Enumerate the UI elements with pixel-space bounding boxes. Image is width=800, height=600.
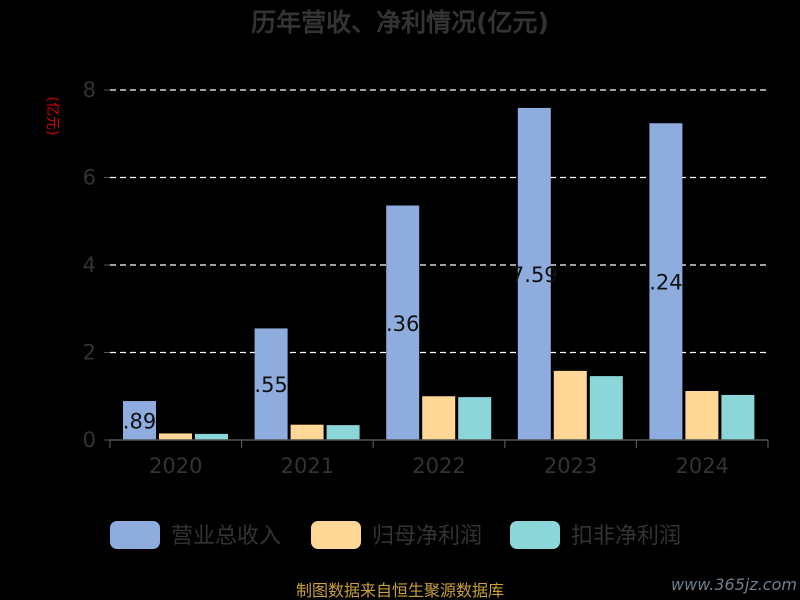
y-tick-label: 0 — [83, 428, 96, 452]
x-tick-label: 2023 — [544, 454, 597, 478]
watermark-text: www.365jz.com — [671, 575, 797, 594]
bar — [649, 123, 683, 440]
x-axis-tick-labels: 2020 2021 2022 2023 2024 — [149, 454, 729, 478]
source-note: 制图数据来自恒生聚源数据库 — [296, 581, 504, 600]
data-label: .55 — [254, 373, 287, 397]
bar — [290, 424, 324, 440]
bar — [159, 433, 192, 440]
y-tick-label: 8 — [83, 78, 96, 102]
bar-series — [123, 107, 755, 440]
data-label: .89 — [123, 410, 156, 434]
bar — [685, 391, 719, 440]
bar — [517, 107, 551, 440]
legend-item-label: 营业总收入 — [171, 524, 281, 549]
legend-swatch — [510, 521, 560, 549]
x-axis — [109, 439, 769, 448]
data-label: .36 — [386, 312, 419, 336]
y-tick-label: 4 — [83, 253, 96, 277]
x-tick-label: 2022 — [412, 454, 465, 478]
bar — [386, 205, 420, 440]
legend-swatch — [110, 521, 160, 549]
x-tick-label: 2024 — [675, 454, 728, 478]
chart-title: 历年营收、净利情况(亿元) — [251, 8, 549, 37]
y-axis-ticks: 0 2 4 6 8 — [83, 78, 110, 452]
legend-item-label: 扣非净利润 — [571, 524, 681, 549]
data-labels: .89 .55 .36 7.59 .24 — [123, 263, 683, 434]
bar — [553, 370, 587, 440]
y-tick-label: 2 — [83, 341, 96, 365]
bar — [721, 394, 755, 440]
x-tick-label: 2021 — [281, 454, 334, 478]
bar — [422, 396, 456, 440]
bar — [458, 397, 492, 440]
x-tick-label: 2020 — [149, 454, 202, 478]
bar — [589, 376, 623, 440]
bar — [123, 401, 156, 440]
y-tick-label: 6 — [83, 166, 96, 190]
legend-item-label: 归母净利润 — [372, 524, 482, 549]
bar — [326, 425, 360, 440]
legend-swatch — [311, 521, 361, 549]
legend: 营业总收入 归母净利润 扣非净利润 — [110, 521, 681, 549]
data-label: 7.59 — [511, 263, 558, 287]
data-label: .24 — [649, 271, 682, 295]
bar — [254, 328, 288, 440]
bar — [195, 433, 228, 440]
y-axis-label: (亿元) — [44, 97, 60, 136]
